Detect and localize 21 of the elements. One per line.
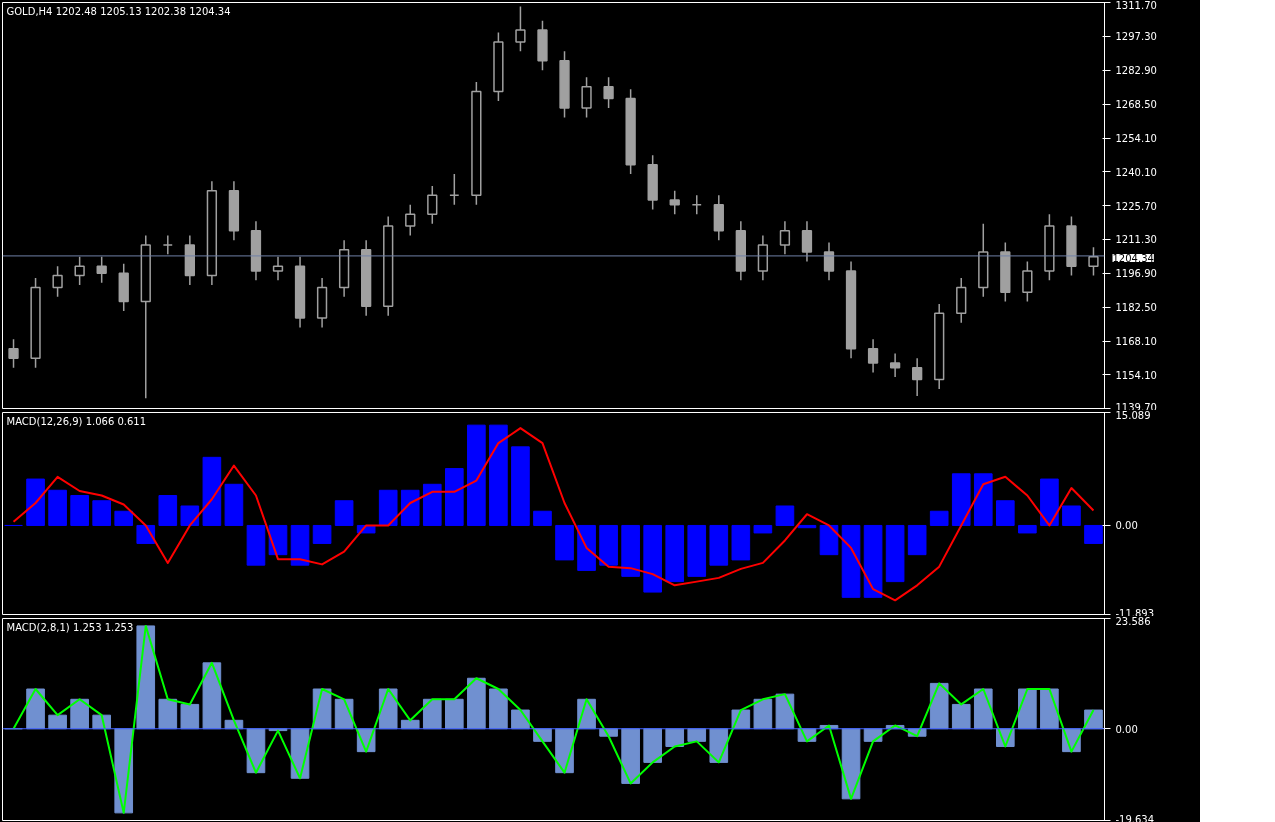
ref-line-label: 1204.34 (1112, 252, 1154, 264)
y-tick-label: 1154.10 (1115, 369, 1157, 381)
y-tick-label: 1211.30 (1115, 234, 1157, 246)
y-tick-label: 1196.90 (1115, 268, 1157, 280)
chart-title: GOLD,H4 1202.48 1205.13 1202.38 1204.34 (6, 5, 231, 17)
y-tick-label: 1268.50 (1115, 99, 1157, 111)
y-tick-label: 23.586 (1115, 615, 1151, 627)
y-tick-label: 1297.30 (1115, 31, 1157, 43)
chart-title: MACD(12,26,9) 1.066 0.611 (6, 415, 147, 427)
y-tick-label: 1225.70 (1115, 200, 1157, 212)
y-tick-label: 15.089 (1115, 409, 1151, 421)
y-tick-label: 1240.10 (1115, 166, 1157, 178)
y-tick-label: 0.00 (1115, 520, 1138, 532)
y-tick-label: -19.634 (1115, 813, 1155, 822)
y-tick-label: 1254.10 (1115, 133, 1157, 145)
chart-title: MACD(2,8,1) 1.253 1.253 (6, 621, 134, 633)
y-tick-label: 1311.70 (1115, 0, 1157, 11)
y-tick-label: 1168.10 (1115, 336, 1157, 348)
y-tick-label: 1282.90 (1115, 65, 1157, 77)
y-tick-label: 1182.50 (1115, 302, 1157, 314)
y-tick-label: 0.00 (1115, 723, 1138, 735)
